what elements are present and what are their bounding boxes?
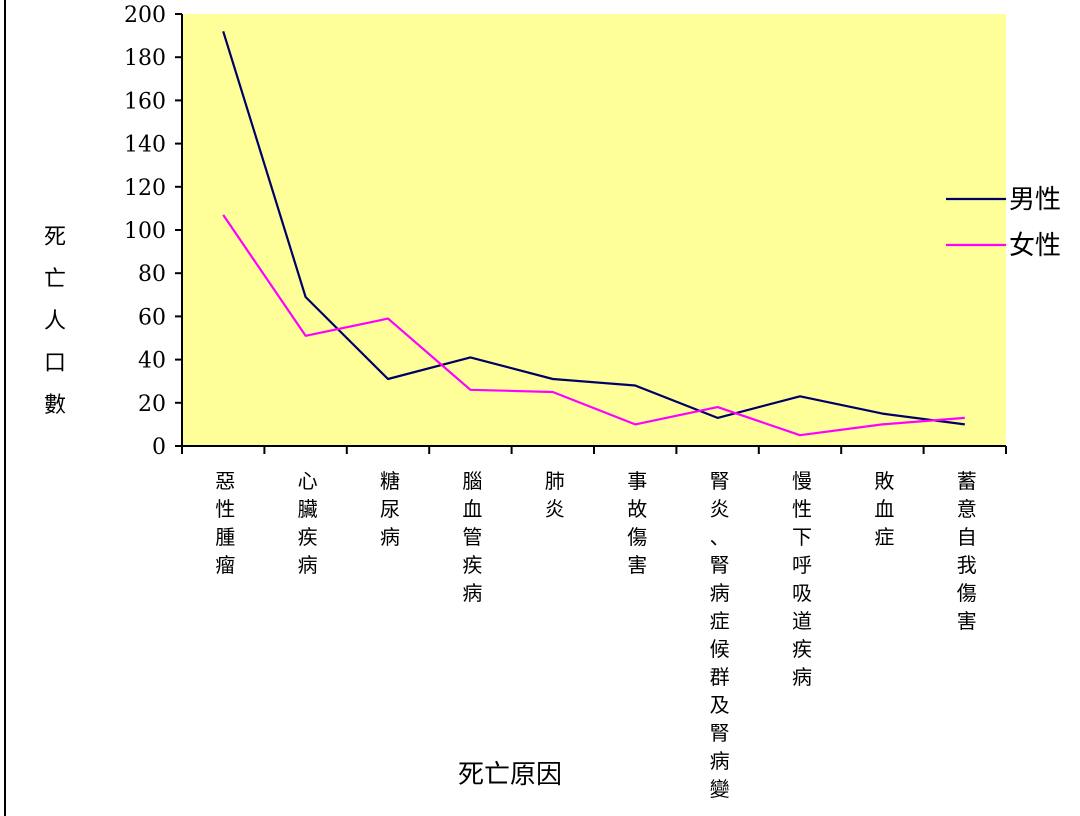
x-tick-label: 事故傷害 [627, 469, 647, 577]
y-tick-label: 20 [138, 392, 166, 417]
x-tick-label: 惡性腫瘤 [215, 469, 235, 577]
y-tick-label: 140 [124, 133, 166, 158]
y-tick-label: 0 [152, 435, 166, 460]
y-axis-label-text: 死亡人口數 [44, 225, 66, 418]
x-tick-label: 腎炎、腎病症候群及腎病變 [710, 469, 730, 801]
y-tick-label: 160 [124, 89, 166, 114]
y-axis: 0 20 40 60 80 100 120 140 160 180 200 [124, 3, 183, 460]
y-tick-label: 120 [124, 176, 166, 201]
y-axis-label: 死亡人口數 [44, 225, 66, 418]
legend-label-2: 女性 [1009, 231, 1061, 261]
x-tick-label: 敗血症 [874, 469, 894, 549]
x-tick-label: 腦血管疾病 [462, 469, 482, 605]
x-tick-label: 糖尿病 [380, 469, 400, 549]
y-tick-label: 180 [124, 46, 166, 71]
y-tick-label: 80 [138, 262, 166, 287]
series-line-2 [222, 214, 965, 437]
x-tick-label: 肺炎 [545, 469, 565, 521]
x-tick-label: 心臟疾病 [298, 469, 318, 577]
legend-label-1: 男性 [1009, 185, 1061, 215]
x-tick-label: 慢性下呼吸道疾病 [792, 469, 812, 689]
y-tick-label: 200 [124, 3, 166, 28]
y-tick-label: 100 [124, 219, 166, 244]
series-line-1 [222, 30, 965, 426]
y-tick-label: 60 [138, 305, 166, 330]
x-tick-label: 蓄意自我傷害 [957, 469, 977, 633]
x-axis: 惡性腫瘤 心臟疾病 糖尿病 腦血管疾病 肺炎 事故傷害 腎炎、腎病症候群及腎病變 慢性下呼吸道… [181, 445, 1007, 801]
y-tick-label: 40 [138, 349, 166, 374]
plot-area [182, 14, 1006, 446]
x-axis-label: 死亡原因 [458, 760, 562, 790]
series-layer [222, 30, 965, 437]
